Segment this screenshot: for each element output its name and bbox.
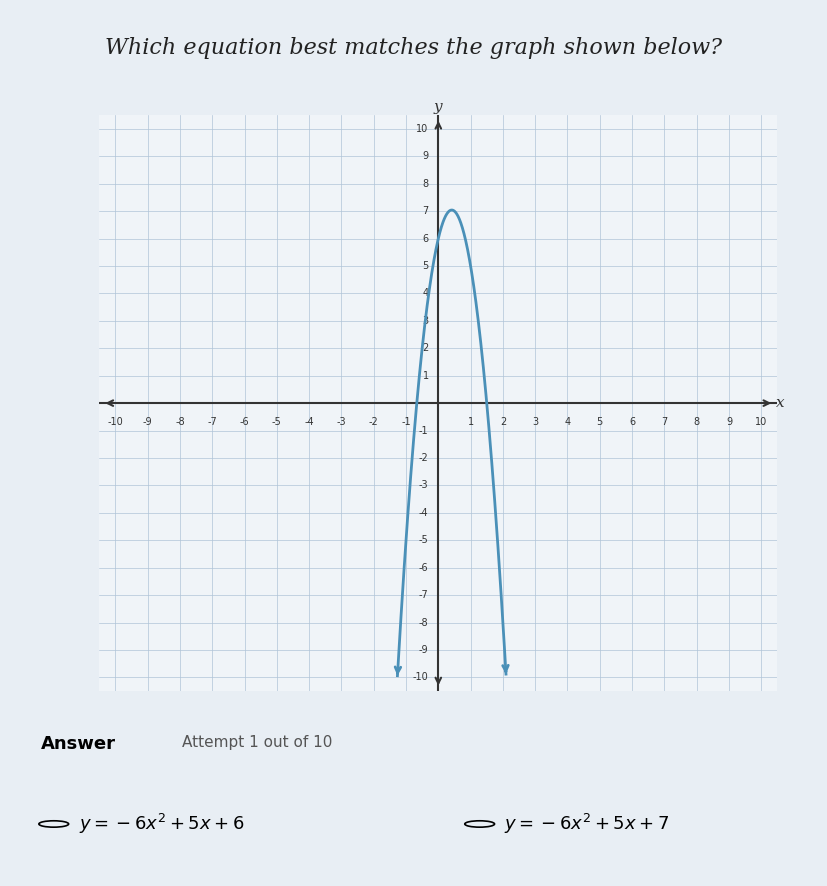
Text: 7: 7 [662,416,667,427]
Text: Answer: Answer [41,735,117,753]
Text: -2: -2 [418,453,428,463]
Text: -2: -2 [369,416,379,427]
Text: 5: 5 [423,261,428,271]
Text: -10: -10 [108,416,123,427]
Text: 9: 9 [726,416,732,427]
Text: -1: -1 [419,425,428,436]
Text: -10: -10 [413,672,428,682]
Text: -3: -3 [419,480,428,491]
Text: -4: -4 [419,508,428,517]
Text: -8: -8 [175,416,184,427]
Text: 10: 10 [416,124,428,134]
Text: -1: -1 [401,416,411,427]
Text: 8: 8 [694,416,700,427]
Text: 4: 4 [564,416,571,427]
Text: 4: 4 [423,289,428,299]
Text: $y = -6x^2 + 5x + 7$: $y = -6x^2 + 5x + 7$ [504,812,670,836]
Text: -3: -3 [337,416,347,427]
Text: $y = -6x^2 + 5x + 6$: $y = -6x^2 + 5x + 6$ [79,812,244,836]
Text: 6: 6 [629,416,635,427]
Text: 8: 8 [423,179,428,189]
Text: -9: -9 [419,645,428,655]
Text: -8: -8 [419,618,428,627]
Text: -6: -6 [419,563,428,572]
Text: Which equation best matches the graph shown below?: Which equation best matches the graph sh… [105,37,722,58]
Text: Attempt 1 out of 10: Attempt 1 out of 10 [182,735,332,750]
Text: 3: 3 [532,416,538,427]
Text: 6: 6 [423,234,428,244]
Text: -9: -9 [143,416,152,427]
Text: 1: 1 [467,416,474,427]
Text: 9: 9 [423,152,428,161]
Text: 7: 7 [423,206,428,216]
Text: -7: -7 [208,416,218,427]
Text: x: x [777,396,785,410]
Text: -4: -4 [304,416,314,427]
Text: 1: 1 [423,370,428,381]
Text: 2: 2 [423,343,428,354]
Text: -5: -5 [272,416,282,427]
Text: -5: -5 [418,535,428,545]
Text: 10: 10 [755,416,767,427]
Text: 3: 3 [423,315,428,326]
Text: 2: 2 [500,416,506,427]
Text: -6: -6 [240,416,250,427]
Text: y: y [434,100,442,114]
Text: -7: -7 [418,590,428,600]
Text: 5: 5 [596,416,603,427]
